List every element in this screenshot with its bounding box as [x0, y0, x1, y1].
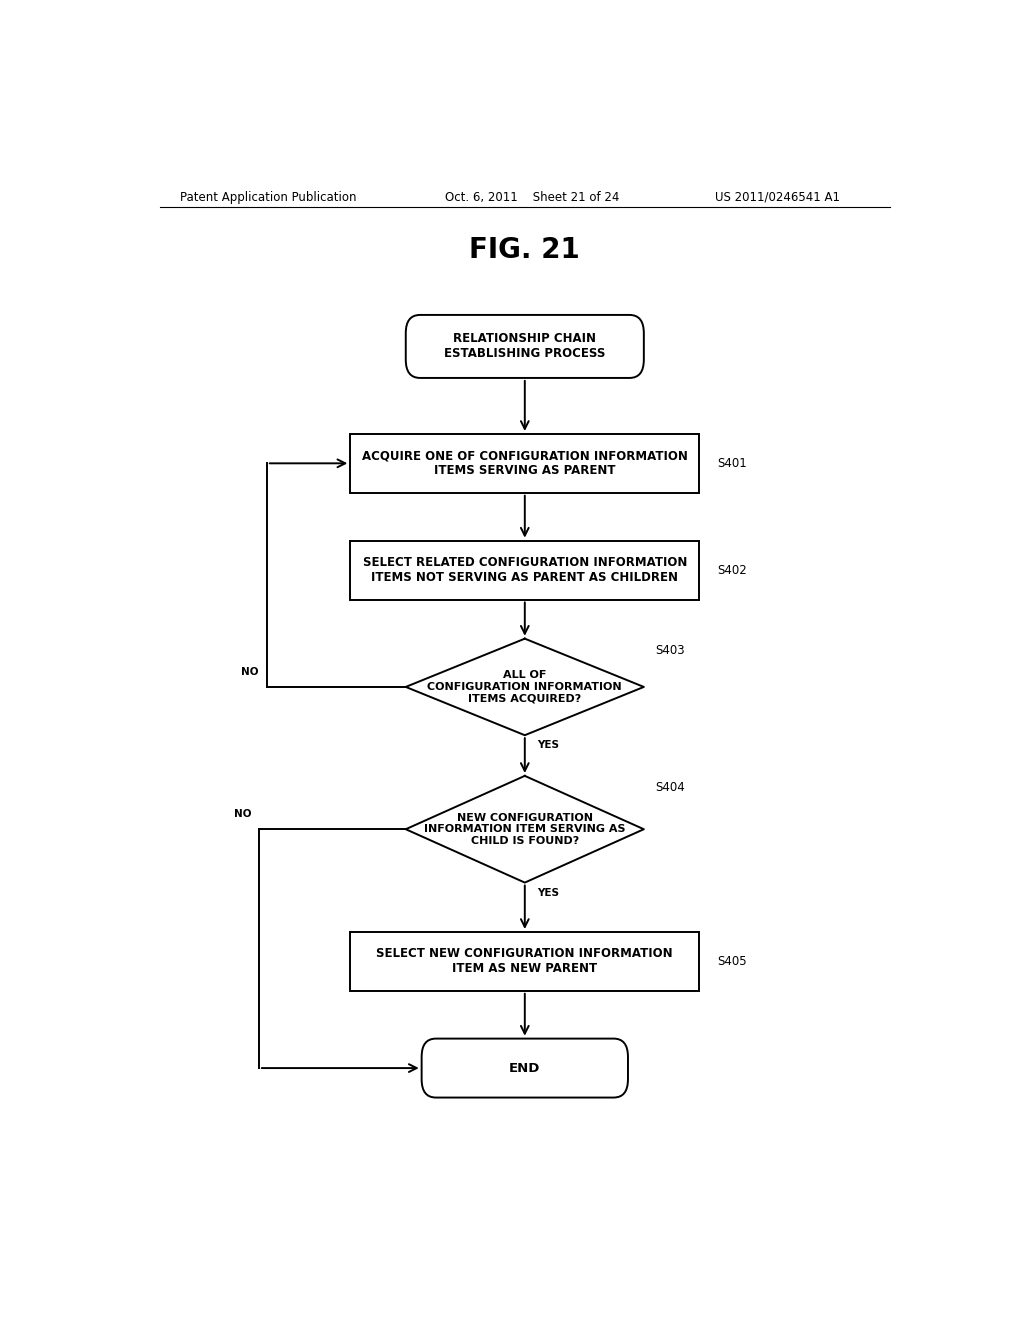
Text: FIG. 21: FIG. 21	[469, 236, 581, 264]
Text: NO: NO	[242, 667, 259, 677]
Text: US 2011/0246541 A1: US 2011/0246541 A1	[715, 190, 841, 203]
Text: ALL OF
CONFIGURATION INFORMATION
ITEMS ACQUIRED?: ALL OF CONFIGURATION INFORMATION ITEMS A…	[427, 671, 623, 704]
Bar	[350, 434, 699, 492]
Text: ACQUIRE ONE OF CONFIGURATION INFORMATION
ITEMS SERVING AS PARENT: ACQUIRE ONE OF CONFIGURATION INFORMATION…	[361, 449, 688, 478]
Text: S404: S404	[655, 781, 685, 793]
Text: NEW CONFIGURATION
INFORMATION ITEM SERVING AS
CHILD IS FOUND?: NEW CONFIGURATION INFORMATION ITEM SERVI…	[424, 813, 626, 846]
Text: Patent Application Publication: Patent Application Publication	[179, 190, 356, 203]
Bar	[350, 541, 699, 599]
Text: Oct. 6, 2011    Sheet 21 of 24: Oct. 6, 2011 Sheet 21 of 24	[445, 190, 620, 203]
Text: RELATIONSHIP CHAIN
ESTABLISHING PROCESS: RELATIONSHIP CHAIN ESTABLISHING PROCESS	[444, 333, 605, 360]
Text: NO: NO	[233, 809, 251, 818]
Polygon shape	[406, 639, 644, 735]
Text: YES: YES	[537, 887, 559, 898]
Text: S405: S405	[717, 954, 746, 968]
FancyBboxPatch shape	[422, 1039, 628, 1097]
Text: END: END	[509, 1061, 541, 1074]
Text: S403: S403	[655, 644, 685, 657]
FancyBboxPatch shape	[406, 315, 644, 378]
Text: S401: S401	[717, 457, 746, 470]
Text: SELECT NEW CONFIGURATION INFORMATION
ITEM AS NEW PARENT: SELECT NEW CONFIGURATION INFORMATION ITE…	[377, 948, 673, 975]
Polygon shape	[406, 776, 644, 883]
Bar	[350, 932, 699, 991]
Text: SELECT RELATED CONFIGURATION INFORMATION
ITEMS NOT SERVING AS PARENT AS CHILDREN: SELECT RELATED CONFIGURATION INFORMATION…	[362, 556, 687, 583]
Text: S402: S402	[717, 564, 746, 577]
Text: YES: YES	[537, 741, 559, 750]
